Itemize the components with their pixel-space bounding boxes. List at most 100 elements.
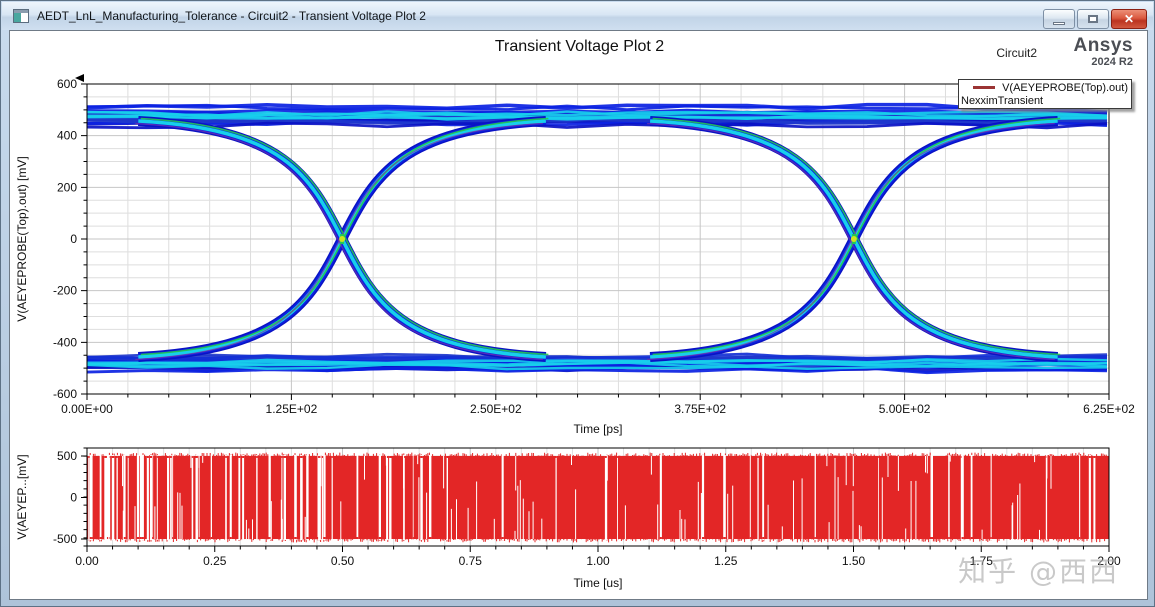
waveform-gap	[420, 454, 423, 541]
waveform-gap	[123, 454, 126, 541]
waveform-gap	[283, 454, 286, 541]
waveform-gap	[170, 454, 172, 541]
waveform-gap	[990, 454, 992, 541]
waveform-rail-remnant	[195, 455, 198, 458]
transient-waveform-chart[interactable]: 0.00 0.25 0.50 0.75 1.00 1.25 1.50 1.75 2.00 500 0…	[12, 441, 1147, 599]
waveform-rail-remnant	[356, 537, 359, 540]
waveform-gap	[814, 454, 816, 541]
waveform-gap	[306, 454, 309, 541]
waveform-rail-remnant	[225, 455, 227, 458]
x-tick-label: 1.25	[714, 554, 738, 568]
waveform-gap	[141, 454, 144, 541]
waveform-gap	[555, 454, 557, 541]
close-icon: ✕	[1123, 12, 1135, 26]
eye-rail-trace-cyan	[86, 360, 1108, 368]
x-axis-title: Time [ps]	[574, 422, 623, 436]
waveform-gap	[210, 454, 212, 541]
waveform-gap	[948, 454, 950, 541]
legend-box[interactable]: V(AEYEPROBE(Top).out) NexximTransient	[958, 79, 1132, 109]
waveform-gap	[412, 454, 414, 541]
waveform-gap	[878, 454, 879, 541]
y-axis-title: V(AEYEPROBE(Top).out) [mV]	[15, 156, 29, 321]
waveform-gap	[378, 454, 381, 541]
x-tick-label: 0.75	[459, 554, 483, 568]
waveform-rail-remnant	[294, 537, 297, 540]
waveform-rail-remnant	[141, 537, 144, 540]
waveform-gap	[321, 454, 323, 541]
brand-name: Ansys	[1073, 35, 1133, 56]
waveform-gap	[501, 454, 504, 541]
eye-transition-trace	[652, 117, 1061, 356]
y-tick-label: 0	[70, 490, 77, 504]
waveform-gap	[1093, 454, 1096, 541]
waveform-gap	[323, 454, 326, 541]
waveform-rail-remnant	[156, 455, 158, 458]
eye-rail-trace-cyan	[86, 113, 1108, 121]
waveform-rail-remnant	[229, 537, 232, 540]
waveform-rail-remnant	[762, 537, 765, 540]
x-axis-title: Time [us]	[574, 576, 623, 590]
waveform-gap	[167, 454, 169, 541]
eye-rail-trace	[86, 121, 1108, 130]
x-tick-label: 0.25	[203, 554, 227, 568]
waveform-rail-remnant	[555, 455, 557, 458]
waveform-gap	[242, 454, 245, 541]
waveform-gap	[757, 454, 759, 541]
y-tick-label: -400	[53, 335, 77, 349]
report-canvas[interactable]: Transient Voltage Plot 2 Circuit2 Ansys …	[9, 30, 1148, 600]
waveform-gap	[446, 454, 448, 541]
waveform-rail-remnant	[659, 537, 662, 540]
waveform-rail-remnant	[268, 537, 271, 540]
close-button[interactable]: ✕	[1111, 9, 1147, 29]
waveform-rail-remnant	[127, 455, 129, 458]
waveform-gap	[659, 454, 662, 541]
waveform-gap	[149, 454, 152, 541]
waveform-gap	[604, 454, 608, 541]
waveform-gap	[960, 454, 962, 541]
axis-marker-icon	[75, 74, 84, 82]
waveform-rail-remnant	[191, 455, 193, 458]
waveform-gap	[389, 454, 392, 541]
waveform-rail-remnant	[300, 455, 303, 458]
eye-rail-trace-cyan	[86, 357, 1108, 365]
waveform-rail-remnant	[757, 455, 759, 458]
waveform-rail-remnant	[1093, 455, 1096, 458]
y-tick-label: 200	[57, 180, 77, 194]
y-tick-label: 0	[70, 232, 77, 246]
waveform-gap	[930, 454, 933, 541]
y-tick-label: -200	[53, 284, 77, 298]
waveform-rail-remnant	[106, 537, 109, 540]
waveform-rail-remnant	[386, 455, 389, 458]
waveform-gap	[89, 454, 92, 541]
waveform-gap	[139, 454, 142, 541]
title-bar[interactable]: AEDT_LnL_Manufacturing_Tolerance - Circu…	[2, 2, 1153, 30]
waveform-gap	[106, 454, 109, 541]
waveform-gap	[198, 454, 200, 541]
waveform-rail-remnant	[123, 537, 126, 540]
waveform-gap	[127, 454, 129, 541]
waveform-gap	[146, 454, 149, 541]
eye-rail-trace	[86, 366, 1108, 375]
waveform-gap	[762, 454, 765, 541]
minimize-button[interactable]	[1043, 9, 1075, 29]
maximize-button[interactable]	[1077, 9, 1109, 29]
waveform-rail-remnant	[389, 455, 392, 458]
waveform-rail-remnant	[446, 455, 448, 458]
waveform-rail-remnant	[242, 455, 245, 458]
waveform-rail-remnant	[319, 455, 321, 458]
waveform-rail-remnant	[136, 537, 139, 540]
waveform-gap	[429, 454, 432, 541]
waveform-gap	[318, 454, 320, 541]
waveform-rail-remnant	[948, 537, 950, 540]
waveform-rail-remnant	[99, 537, 102, 540]
waveform-rail-remnant	[238, 455, 241, 458]
x-tick-label: 1.75	[970, 554, 994, 568]
waveform-rail-remnant	[1079, 537, 1081, 540]
waveform-rail-remnant	[331, 455, 333, 458]
x-tick-label: 5.00E+02	[879, 402, 931, 416]
eye-diagram-chart[interactable]: 0.00E+00 1.25E+02 2.50E+02 3.75E+02 5.00E+02…	[12, 63, 1147, 439]
waveform-rail-remnant	[210, 537, 212, 540]
waveform-gap	[168, 454, 170, 541]
waveform-gap	[191, 454, 193, 541]
waveform-rail-remnant	[168, 455, 170, 458]
